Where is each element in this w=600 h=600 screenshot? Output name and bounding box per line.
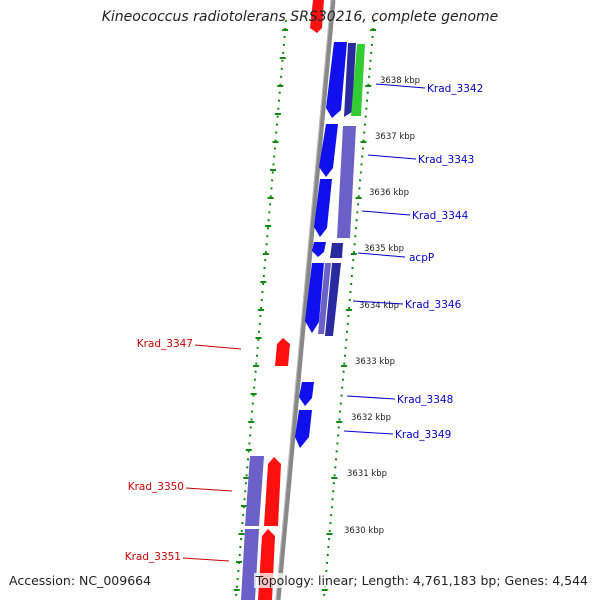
ruler-label: 3631 kbp <box>347 469 387 479</box>
gene-label-krad-3342[interactable]: Krad_3342 <box>427 83 483 95</box>
topology-text: Topology: linear; Length: 4,761,183 bp; … <box>253 573 590 588</box>
outer-dot-track-left <box>235 19 287 599</box>
gene-arrow-krad-3351 <box>258 529 275 600</box>
gene-arrow-top-partial <box>310 0 324 33</box>
gene-arrow-acpp <box>312 242 326 257</box>
genome-backbone <box>275 0 336 600</box>
gene-label-krad-3349[interactable]: Krad_3349 <box>395 429 451 441</box>
gene-box-krad-3351-purple <box>241 529 259 600</box>
gene-label-krad-3343[interactable]: Krad_3343 <box>418 154 474 166</box>
gene-arrow-krad-3348 <box>299 382 314 406</box>
gene-box-krad-3350-purple <box>245 456 264 526</box>
ruler-label: 3636 kbp <box>369 188 409 198</box>
gene-box-krad-3343-b <box>337 126 356 238</box>
gene-arrow-krad-3343-a <box>319 124 338 177</box>
ruler-label: 3635 kbp <box>364 244 404 254</box>
gene-arrows <box>241 0 365 600</box>
gene-label-acpp[interactable]: acpP <box>409 252 434 264</box>
page-title: Kineococcus radiotolerans SRS30216, comp… <box>101 9 499 25</box>
gene-box-krad-3346-c <box>325 263 341 336</box>
gene-label-krad-3350[interactable]: Krad_3350 <box>128 481 184 493</box>
gene-label-krad-3344[interactable]: Krad_3344 <box>412 210 469 222</box>
gene-label-krad-3347[interactable]: Krad_3347 <box>137 338 193 350</box>
ruler-label: 3633 kbp <box>355 357 395 367</box>
label-leaders <box>182 83 426 562</box>
gene-arrow-krad-3342-b <box>344 43 356 117</box>
gene-arrow-krad-3347 <box>275 338 290 366</box>
gene-label-krad-3346[interactable]: Krad_3346 <box>405 299 462 311</box>
gene-arrow-krad-3344 <box>314 179 332 237</box>
accession-text: Accession: NC_009664 <box>9 573 152 588</box>
gene-label-krad-3348[interactable]: Krad_3348 <box>397 394 453 406</box>
gene-arrow-krad-3350 <box>264 457 281 526</box>
gene-arrow-krad-3346-a <box>305 263 324 333</box>
gene-labels-left: Krad_3347 Krad_3350 Krad_3351 <box>125 338 193 563</box>
gene-arrow-krad-3349 <box>295 410 312 448</box>
ruler-label: 3634 kbp <box>359 301 399 311</box>
ruler: 3638 kbp 3637 kbp 3636 kbp 3635 kbp 3634… <box>344 76 420 536</box>
gene-rna-krad-3342 <box>351 44 365 116</box>
gene-box-krad-3346-b <box>318 263 331 334</box>
ruler-label: 3637 kbp <box>375 132 415 142</box>
gene-labels-right: Krad_3342 Krad_3343 Krad_3344 acpP Krad_… <box>395 83 483 441</box>
minor-ticks <box>233 29 377 591</box>
gene-arrow-krad-3342-a <box>326 42 347 118</box>
ruler-label: 3632 kbp <box>351 413 391 423</box>
gene-label-krad-3351[interactable]: Krad_3351 <box>125 551 181 563</box>
ruler-label: 3630 kbp <box>344 526 384 536</box>
ruler-label: 3638 kbp <box>380 76 420 86</box>
outer-dot-track-right <box>323 19 375 599</box>
gene-box-acpp-b <box>330 243 343 258</box>
